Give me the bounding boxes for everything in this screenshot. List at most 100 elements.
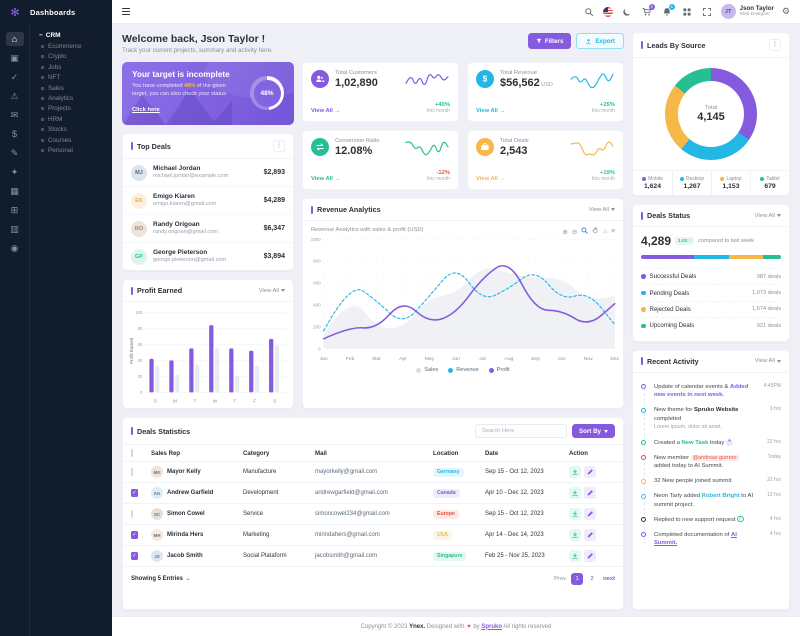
select-all-checkbox[interactable] — [131, 449, 133, 458]
profit-earned-view-all[interactable]: View All — [259, 288, 285, 294]
row-checkbox[interactable] — [131, 509, 133, 518]
rail-mail-icon[interactable]: ✉ — [10, 110, 19, 120]
row-checkbox[interactable]: ✓ — [131, 530, 138, 539]
edit-button[interactable] — [584, 487, 596, 500]
language-flag-icon[interactable] — [602, 6, 613, 17]
sidebar-item-crm[interactable]: − CRM — [39, 32, 61, 39]
edit-button[interactable] — [584, 529, 596, 542]
chart-menu-icon[interactable]: ≡ — [611, 228, 615, 235]
deals-status-item: Pending Deals 1,073 deals — [641, 284, 781, 300]
activity-link[interactable]: Added new events in next week. — [654, 383, 749, 399]
download-button[interactable] — [569, 487, 581, 500]
rail-errors-icon[interactable]: ⚠ — [10, 91, 19, 101]
sidebar-item-ecommerce[interactable]: Ecommerce — [41, 43, 106, 50]
sidebar-title: Dashboards — [30, 7, 76, 17]
row-checkbox[interactable]: ✓ — [131, 551, 138, 560]
rail-forms-icon[interactable]: ✎ — [10, 148, 19, 158]
pagination-page-2[interactable]: 2 — [590, 576, 594, 583]
rep-avatar: MK — [151, 466, 163, 479]
dark-mode-moon-icon[interactable] — [621, 6, 633, 18]
rail-advanced-ui-icon[interactable]: ✦ — [10, 167, 19, 177]
legend-sales[interactable]: Sales — [416, 367, 438, 373]
bullet-icon — [41, 148, 44, 152]
export-button[interactable]: Export — [576, 33, 624, 49]
rail-tasks-icon[interactable]: ✓ — [10, 72, 19, 82]
rail-utilities-icon[interactable]: $ — [11, 129, 17, 139]
top-deals-options-icon[interactable]: ⋮ — [273, 140, 285, 152]
activity-link[interactable]: New Task — [681, 439, 709, 446]
rail-charts-icon[interactable]: ◉ — [10, 243, 19, 253]
rail-apps-icon[interactable]: ⊞ — [10, 205, 19, 215]
bullet-icon — [41, 76, 44, 80]
leads-by-source-card: Leads By Source ⋮ Total 4,145 Mobile 1,62… — [632, 32, 790, 196]
recent-activity-view-all[interactable]: View All — [755, 358, 781, 364]
app-logo-icon[interactable]: ✻ — [10, 7, 20, 19]
settings-gear-icon[interactable]: ⚙ — [781, 6, 790, 16]
sidebar-item-crypto[interactable]: Crypto — [41, 53, 106, 60]
rail-pages-icon[interactable]: ▣ — [10, 53, 19, 63]
row-checkbox[interactable] — [131, 467, 133, 476]
footer-spruko-link[interactable]: Spruko — [481, 623, 503, 630]
stat-label: Total Deals — [500, 138, 529, 144]
sidebar-item-hrm[interactable]: HRM — [41, 116, 106, 123]
target-click-here-link[interactable]: Click here — [132, 107, 160, 114]
edit-button[interactable] — [584, 550, 596, 563]
rail-widgets-icon[interactable]: ▦ — [10, 186, 19, 196]
svg-text:Oct: Oct — [558, 356, 566, 362]
legend-profit[interactable]: Profit — [488, 367, 510, 373]
filters-button[interactable]: Filters — [527, 33, 572, 49]
row-checkbox[interactable]: ✓ — [131, 488, 138, 497]
activity-link[interactable]: AI Summit. — [654, 531, 737, 547]
activity-dot-icon — [641, 407, 646, 413]
sidebar-item-courses[interactable]: Courses — [41, 137, 106, 144]
stat-period: this month — [591, 176, 615, 182]
download-button[interactable] — [569, 508, 581, 521]
sidebar-item-analytics[interactable]: Analytics — [41, 95, 106, 102]
table-search-input[interactable] — [474, 424, 567, 439]
sidebar-item-personal[interactable]: Personal — [41, 147, 106, 154]
sidebar-item-stocks[interactable]: Stocks — [41, 126, 106, 133]
leads-options-icon[interactable]: ⋮ — [769, 39, 781, 51]
notifications-bell-icon[interactable]: 6 — [661, 3, 675, 18]
legend-revenue[interactable]: Revenue — [448, 367, 479, 373]
stat-view-all-link[interactable]: View All → — [311, 108, 341, 114]
stat-view-all-link[interactable]: View All → — [311, 176, 341, 182]
edit-button[interactable] — [584, 466, 596, 479]
svg-text:100: 100 — [136, 310, 144, 315]
zoom-in-icon[interactable]: ⊕ — [562, 228, 568, 236]
rail-tables-icon[interactable]: ▥ — [10, 224, 19, 234]
category-cell: Marketing — [243, 532, 270, 539]
search-icon[interactable] — [583, 6, 595, 18]
selection-zoom-icon[interactable] — [581, 227, 588, 236]
deals-status-view-all[interactable]: View All — [755, 213, 781, 219]
download-button[interactable] — [569, 550, 581, 563]
stat-view-all-link[interactable]: View All → — [476, 108, 506, 114]
apps-grid-icon[interactable] — [681, 6, 693, 18]
pagination-prev[interactable]: Prev — [554, 576, 567, 583]
sort-by-button[interactable]: Sort By — [571, 424, 615, 439]
sidebar-item-sales[interactable]: Sales — [41, 85, 106, 92]
sidebar-item-jobs[interactable]: Jobs — [41, 64, 106, 71]
rail-dashboards-icon[interactable]: ⌂ — [5, 32, 24, 46]
revenue-analytics-view-all[interactable]: View All — [589, 207, 615, 213]
sidebar-item-nft[interactable]: NFT — [41, 74, 106, 81]
stat-period: this month — [426, 108, 450, 114]
leads-donut-chart: Total 4,145 — [665, 68, 757, 160]
activity-link[interactable]: Robert Bright — [701, 493, 740, 500]
pagination-page-1[interactable]: 1 — [571, 573, 584, 586]
download-button[interactable] — [569, 529, 581, 542]
edit-button[interactable] — [584, 508, 596, 521]
fullscreen-icon[interactable] — [701, 6, 713, 18]
reset-home-icon[interactable]: ⌂ — [603, 228, 608, 235]
pagination-next[interactable]: next — [603, 576, 615, 583]
pan-icon[interactable] — [592, 227, 599, 236]
stat-view-all-link[interactable]: View All → — [476, 176, 506, 182]
svg-text:Jun: Jun — [452, 356, 460, 362]
user-profile-menu[interactable]: JT Json Taylor Web Designer — [720, 4, 774, 19]
cart-icon[interactable]: 5 — [641, 3, 655, 18]
deal-amount: $6,347 — [263, 225, 285, 232]
download-button[interactable] — [569, 466, 581, 479]
zoom-out-icon[interactable]: ⊖ — [571, 228, 578, 236]
menu-toggle-icon[interactable] — [122, 8, 130, 15]
sidebar-item-projects[interactable]: Projects — [41, 105, 106, 112]
